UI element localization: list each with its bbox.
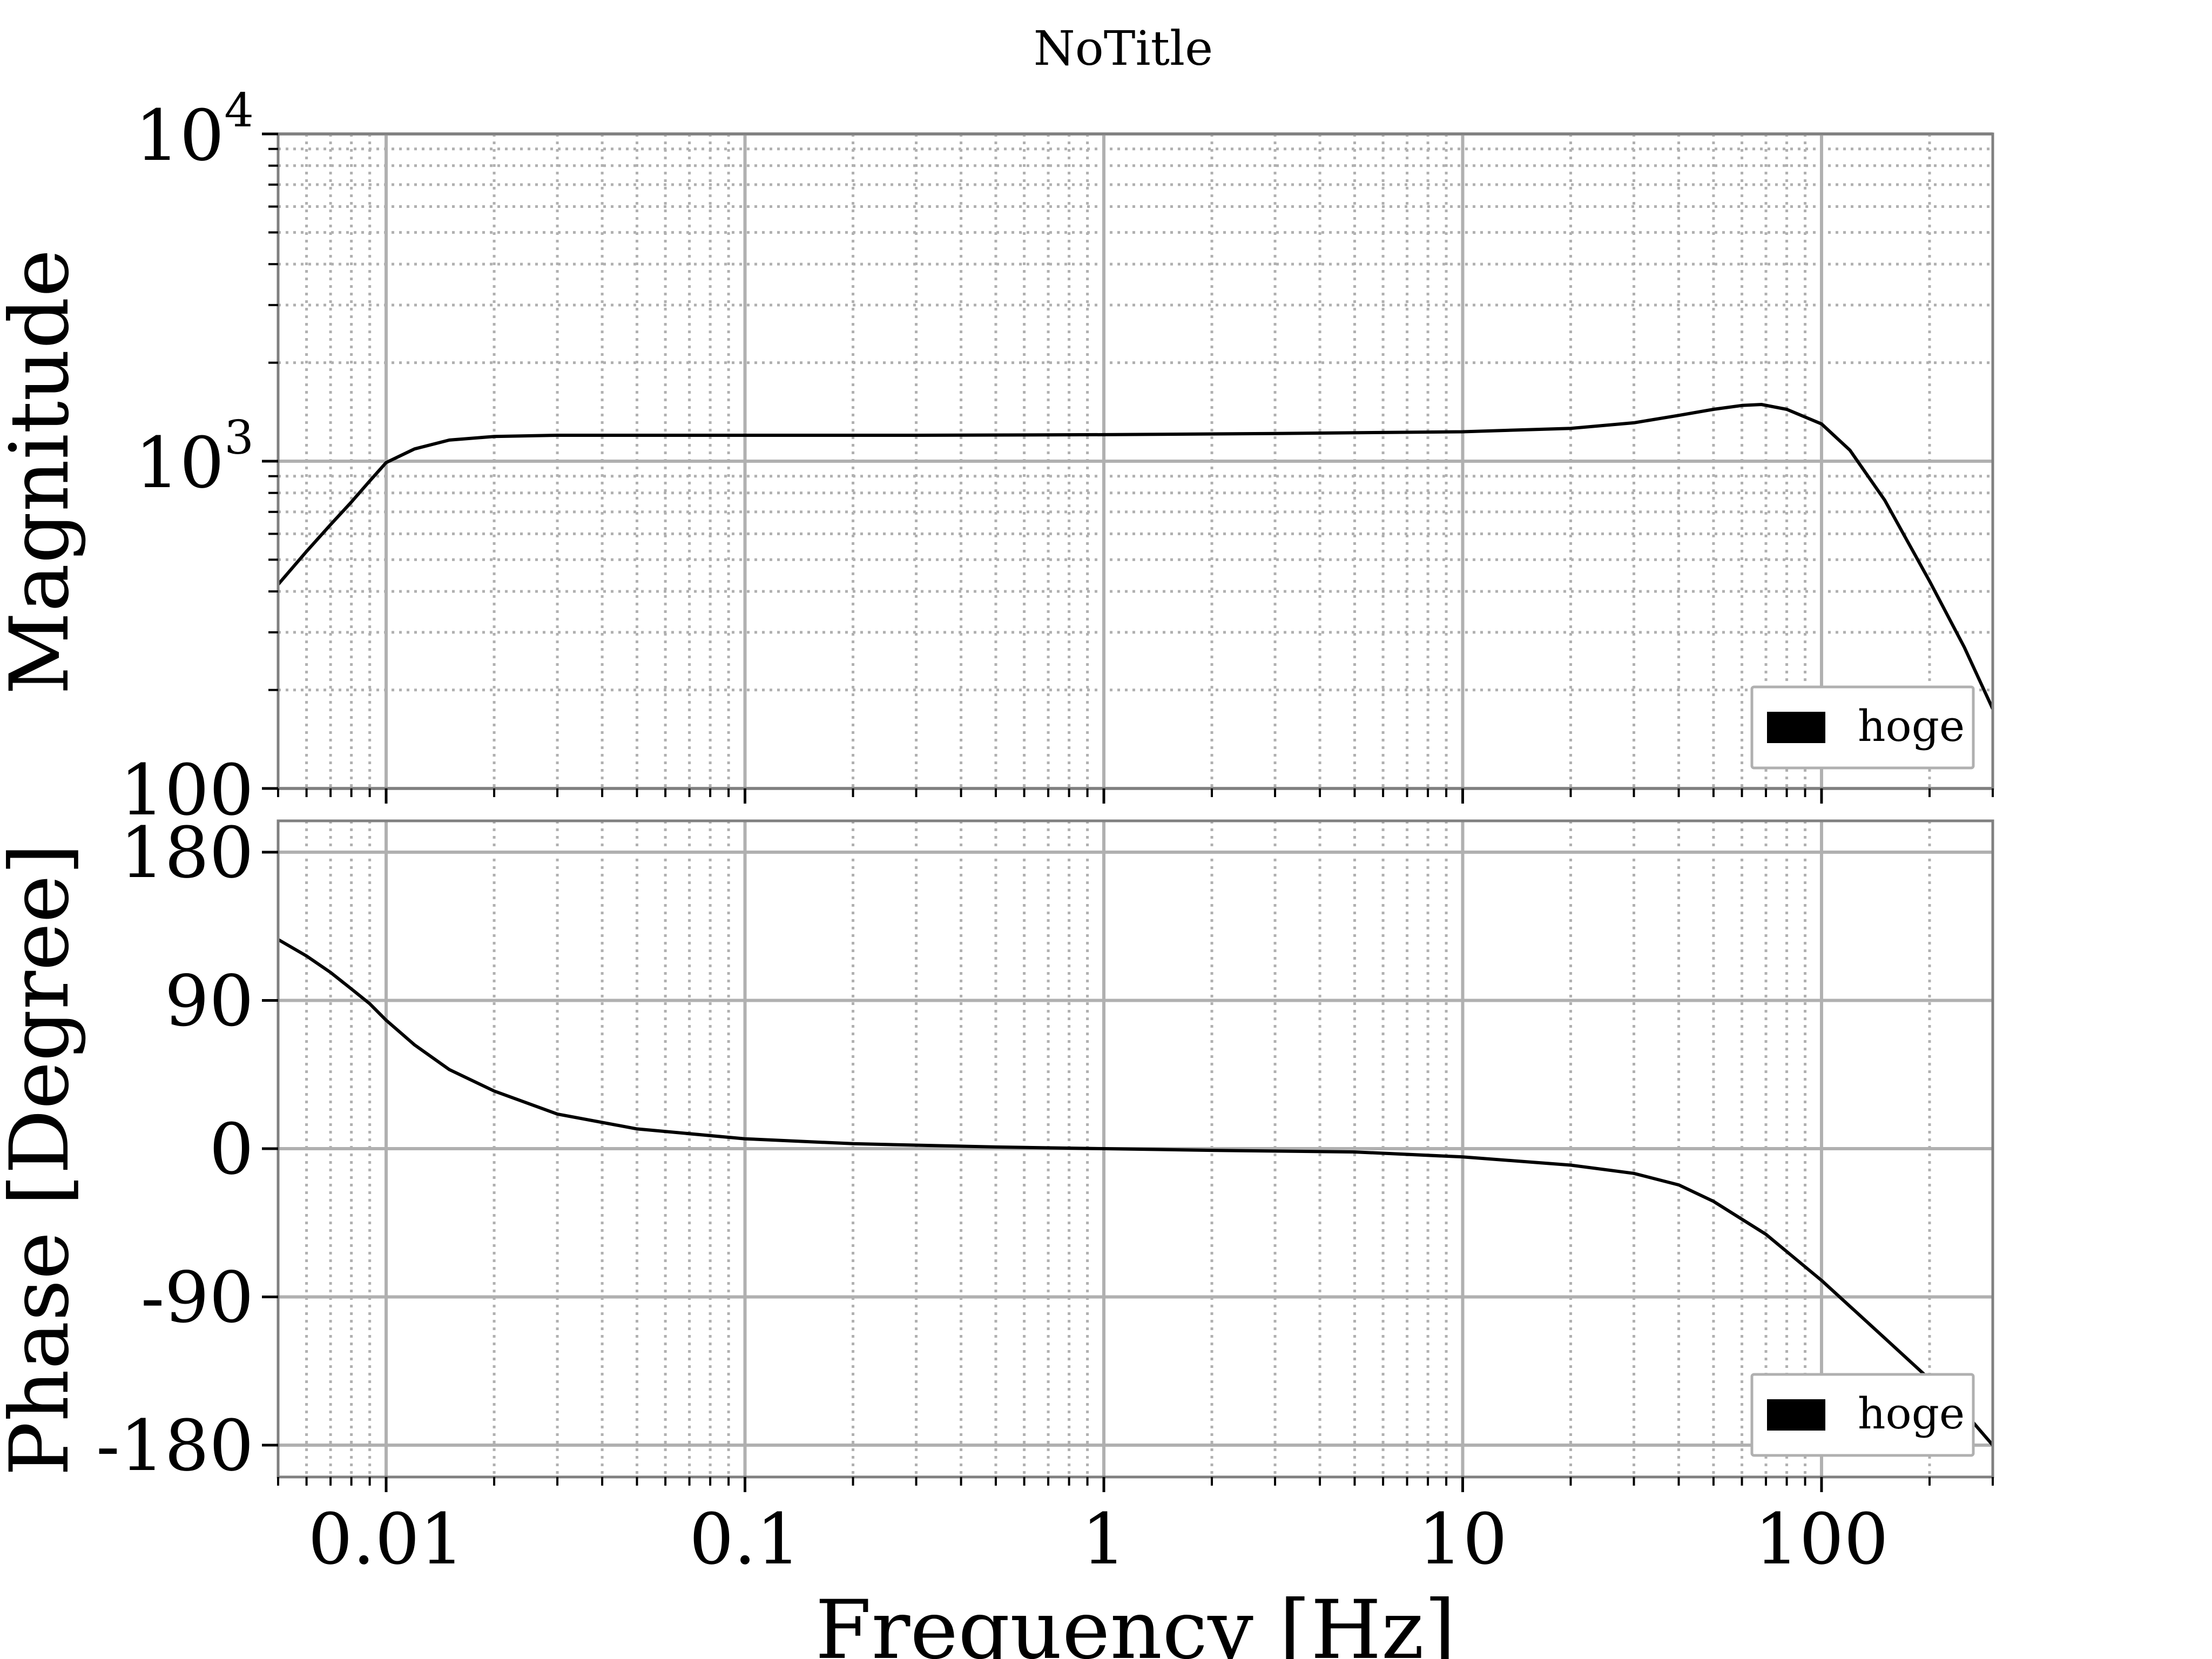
- x-axis-label: Frequency [Hz]: [815, 1583, 1456, 1659]
- phase-x-ticks: 0.01 0.1 1 10 100: [277, 1477, 1994, 1580]
- phase-y-tick-label: -180: [96, 1405, 254, 1487]
- phase-legend-swatch: [1767, 1399, 1825, 1431]
- phase-panel: -180 -90 0 90 180 0.01 0.1 1 10 100 Phase [Degre…: [0, 812, 1994, 1659]
- magnitude-y-tick-label: 103: [135, 411, 254, 504]
- magnitude-y-tick-label: 104: [135, 84, 254, 177]
- magnitude-y-tick-label-base: 100: [120, 749, 254, 831]
- magnitude-legend: hoge: [1750, 685, 1975, 770]
- magnitude-y-tick-label-exponent: 3: [224, 411, 254, 465]
- phase-legend-box: [1750, 1373, 1975, 1457]
- magnitude-y-axis-label: Magnitude: [0, 249, 87, 694]
- chart-title: NoTitle: [1034, 21, 1213, 76]
- phase-x-tick-label: 100: [1755, 1498, 1889, 1580]
- magnitude-x-ticks: [277, 788, 1994, 804]
- phase-series-hoge: [277, 938, 1994, 1446]
- magnitude-y-tick-label-exponent: 4: [224, 84, 254, 138]
- magnitude-grid: [276, 132, 1994, 790]
- magnitude-series-hoge: [276, 403, 1994, 710]
- phase-legend: hoge: [1750, 1373, 1975, 1457]
- magnitude-legend-swatch: [1767, 712, 1825, 743]
- phase-y-tick-label: 90: [165, 960, 254, 1042]
- phase-x-tick-label: 10: [1418, 1498, 1507, 1580]
- phase-x-tick-label: 0.01: [308, 1498, 464, 1580]
- magnitude-legend-box: [1750, 685, 1975, 770]
- phase-legend-label: hoge: [1858, 1388, 1965, 1439]
- magnitude-legend-label: hoge: [1858, 701, 1965, 751]
- phase-x-tick-label: 1: [1082, 1498, 1127, 1580]
- phase-x-tick-label: 0.1: [689, 1498, 801, 1580]
- magnitude-y-tick-label: 100: [120, 749, 254, 831]
- magnitude-y-tick-label-base: 10: [135, 422, 224, 504]
- phase-y-tick-label: 180: [120, 812, 254, 894]
- phase-y-axis-label: Phase [Degree]: [0, 844, 87, 1476]
- phase-y-tick-label: 0: [209, 1108, 254, 1190]
- phase-y-ticks: -180 -90 0 90 180: [96, 812, 278, 1487]
- phase-y-tick-label: -90: [141, 1257, 254, 1339]
- magnitude-y-tick-label-base: 10: [135, 95, 224, 177]
